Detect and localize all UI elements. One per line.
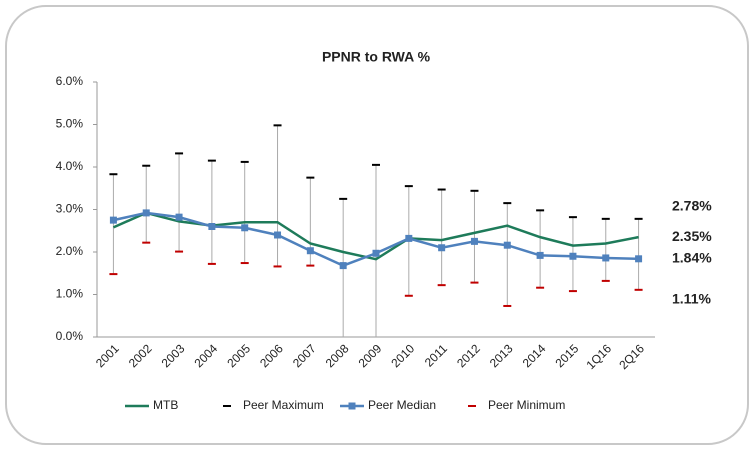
y-tick-label: 1.0% (56, 287, 84, 301)
y-tick-label: 5.0% (56, 117, 84, 131)
legend-swatch (348, 402, 356, 410)
legend-label: Peer Minimum (488, 398, 565, 412)
y-tick-label: 2.0% (56, 244, 84, 258)
y-tick-label: 3.0% (56, 202, 84, 216)
point-marker (470, 237, 478, 245)
chart-title: PPNR to RWA % (322, 49, 431, 65)
point-marker (602, 254, 610, 262)
point-marker (635, 255, 643, 263)
legend-label: Peer Median (368, 398, 436, 412)
point-marker (241, 224, 249, 232)
y-tick-label: 0.0% (56, 329, 84, 343)
point-marker (175, 213, 183, 221)
end-label: 1.84% (672, 250, 712, 266)
legend-label: MTB (153, 398, 178, 412)
legend-label: Peer Maximum (243, 398, 324, 412)
point-marker (503, 241, 511, 249)
point-marker (438, 244, 446, 252)
end-label: 1.11% (672, 291, 711, 307)
point-marker (339, 262, 347, 270)
point-marker (569, 252, 577, 260)
point-marker (208, 223, 216, 230)
point-marker (274, 231, 282, 239)
point-marker (109, 216, 117, 224)
point-marker (536, 251, 544, 259)
point-marker (306, 247, 314, 255)
end-label: 2.78% (672, 198, 712, 214)
point-marker (142, 209, 150, 217)
point-marker (372, 249, 380, 257)
end-label: 2.35% (672, 228, 712, 244)
frame (5, 5, 749, 445)
y-tick-label: 6.0% (56, 74, 84, 88)
point-marker (405, 234, 413, 242)
y-tick-label: 4.0% (56, 159, 84, 173)
